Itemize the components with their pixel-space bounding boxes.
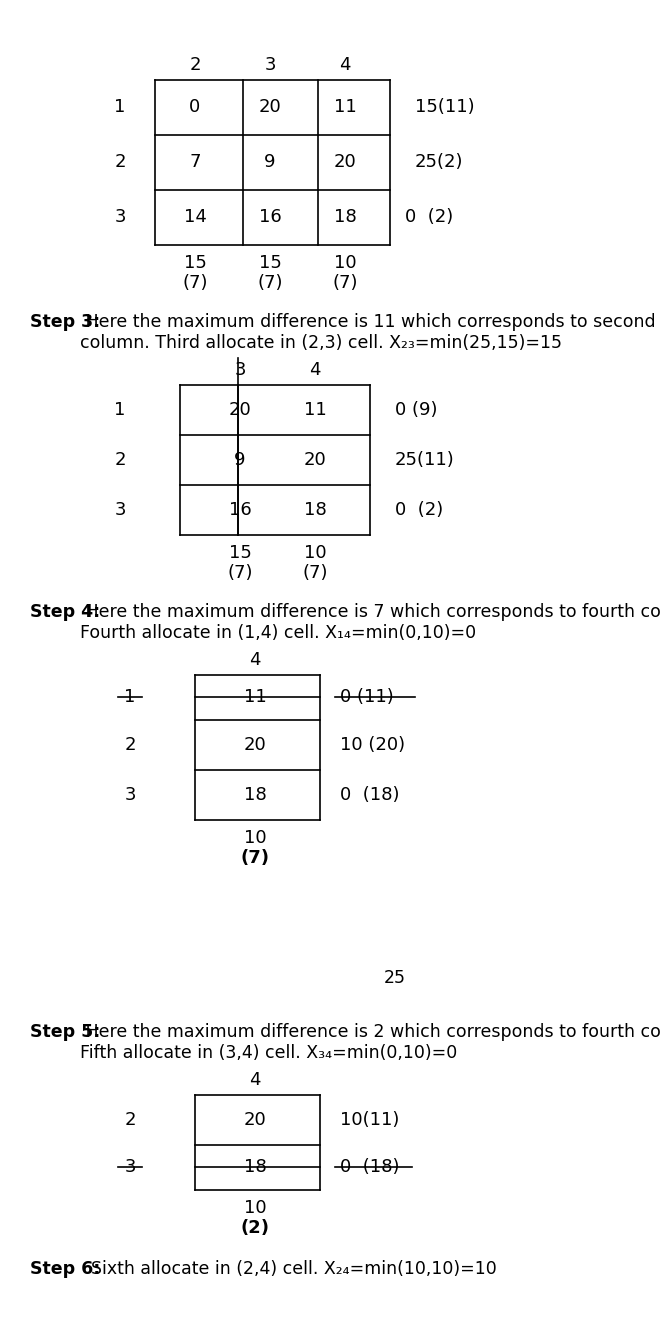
Text: Here the maximum difference is 7 which corresponds to fourth column.
Fourth allo: Here the maximum difference is 7 which c… bbox=[81, 603, 660, 641]
Text: (7): (7) bbox=[332, 274, 358, 292]
Text: 25(2): 25(2) bbox=[415, 153, 463, 171]
Text: 20: 20 bbox=[244, 1112, 267, 1129]
Text: Step 6:: Step 6: bbox=[30, 1260, 100, 1278]
Text: 0: 0 bbox=[189, 98, 201, 116]
Text: 11: 11 bbox=[304, 401, 327, 420]
Text: 10: 10 bbox=[244, 829, 267, 847]
Text: Step 4:: Step 4: bbox=[30, 603, 100, 622]
Text: 10: 10 bbox=[244, 1199, 267, 1216]
Text: 4: 4 bbox=[249, 651, 261, 669]
Text: 7: 7 bbox=[189, 153, 201, 171]
Text: 15(11): 15(11) bbox=[415, 98, 475, 116]
Text: 1: 1 bbox=[114, 401, 125, 420]
Text: 4: 4 bbox=[310, 361, 321, 378]
Text: 18: 18 bbox=[304, 501, 327, 519]
Text: 0  (18): 0 (18) bbox=[340, 1158, 399, 1177]
Text: 3: 3 bbox=[124, 786, 136, 803]
Text: 3: 3 bbox=[124, 1158, 136, 1177]
Text: 10(11): 10(11) bbox=[340, 1112, 399, 1129]
Text: 2: 2 bbox=[114, 452, 126, 469]
Text: 4: 4 bbox=[339, 56, 350, 74]
Text: Step 3:: Step 3: bbox=[30, 313, 100, 331]
Text: 2: 2 bbox=[189, 56, 201, 74]
Text: 15: 15 bbox=[183, 254, 207, 272]
Text: 0  (18): 0 (18) bbox=[340, 786, 399, 803]
Text: 20: 20 bbox=[228, 401, 251, 420]
Text: Sixth allocate in (2,4) cell. X₂₄=min(10,10)=10: Sixth allocate in (2,4) cell. X₂₄=min(10… bbox=[81, 1260, 497, 1278]
Text: (2): (2) bbox=[240, 1219, 269, 1236]
Text: 0 (9): 0 (9) bbox=[395, 401, 438, 420]
Text: 3: 3 bbox=[114, 501, 126, 519]
Text: 2: 2 bbox=[124, 1112, 136, 1129]
Text: (7): (7) bbox=[302, 564, 328, 582]
Text: (7): (7) bbox=[227, 564, 253, 582]
Text: 20: 20 bbox=[244, 736, 267, 754]
Text: 25(11): 25(11) bbox=[395, 452, 455, 469]
Text: 9: 9 bbox=[264, 153, 276, 171]
Text: 14: 14 bbox=[183, 208, 207, 226]
Text: Step 5:: Step 5: bbox=[30, 1023, 100, 1041]
Text: 15: 15 bbox=[228, 544, 251, 562]
Text: 9: 9 bbox=[234, 452, 246, 469]
Text: 20: 20 bbox=[304, 452, 327, 469]
Text: 18: 18 bbox=[244, 786, 267, 803]
Text: 10 (20): 10 (20) bbox=[340, 736, 405, 754]
Text: 0  (2): 0 (2) bbox=[395, 501, 444, 519]
Text: 16: 16 bbox=[228, 501, 251, 519]
Text: 0  (2): 0 (2) bbox=[405, 208, 453, 226]
Text: 18: 18 bbox=[333, 208, 356, 226]
Text: 0 (11): 0 (11) bbox=[340, 688, 394, 706]
Text: 2: 2 bbox=[124, 736, 136, 754]
Text: (7): (7) bbox=[182, 274, 208, 292]
Text: 1: 1 bbox=[124, 688, 136, 706]
Text: Here the maximum difference is 11 which corresponds to second
column. Third allo: Here the maximum difference is 11 which … bbox=[81, 313, 656, 352]
Text: (7): (7) bbox=[257, 274, 282, 292]
Text: 4: 4 bbox=[249, 1070, 261, 1089]
Text: 16: 16 bbox=[259, 208, 281, 226]
Text: 10: 10 bbox=[334, 254, 356, 272]
Text: 11: 11 bbox=[333, 98, 356, 116]
Text: (7): (7) bbox=[240, 849, 269, 867]
Text: 15: 15 bbox=[259, 254, 281, 272]
Text: 11: 11 bbox=[244, 688, 267, 706]
Text: 25: 25 bbox=[384, 969, 406, 987]
Text: 10: 10 bbox=[304, 544, 326, 562]
Text: 1: 1 bbox=[114, 98, 125, 116]
Text: 20: 20 bbox=[259, 98, 281, 116]
Text: 18: 18 bbox=[244, 1158, 267, 1177]
Text: 2: 2 bbox=[114, 153, 126, 171]
Text: 20: 20 bbox=[333, 153, 356, 171]
Text: Here the maximum difference is 2 which corresponds to fourth column.
Fifth alloc: Here the maximum difference is 2 which c… bbox=[81, 1023, 660, 1062]
Text: 3: 3 bbox=[114, 208, 126, 226]
Text: 3: 3 bbox=[264, 56, 276, 74]
Text: 3: 3 bbox=[234, 361, 246, 378]
